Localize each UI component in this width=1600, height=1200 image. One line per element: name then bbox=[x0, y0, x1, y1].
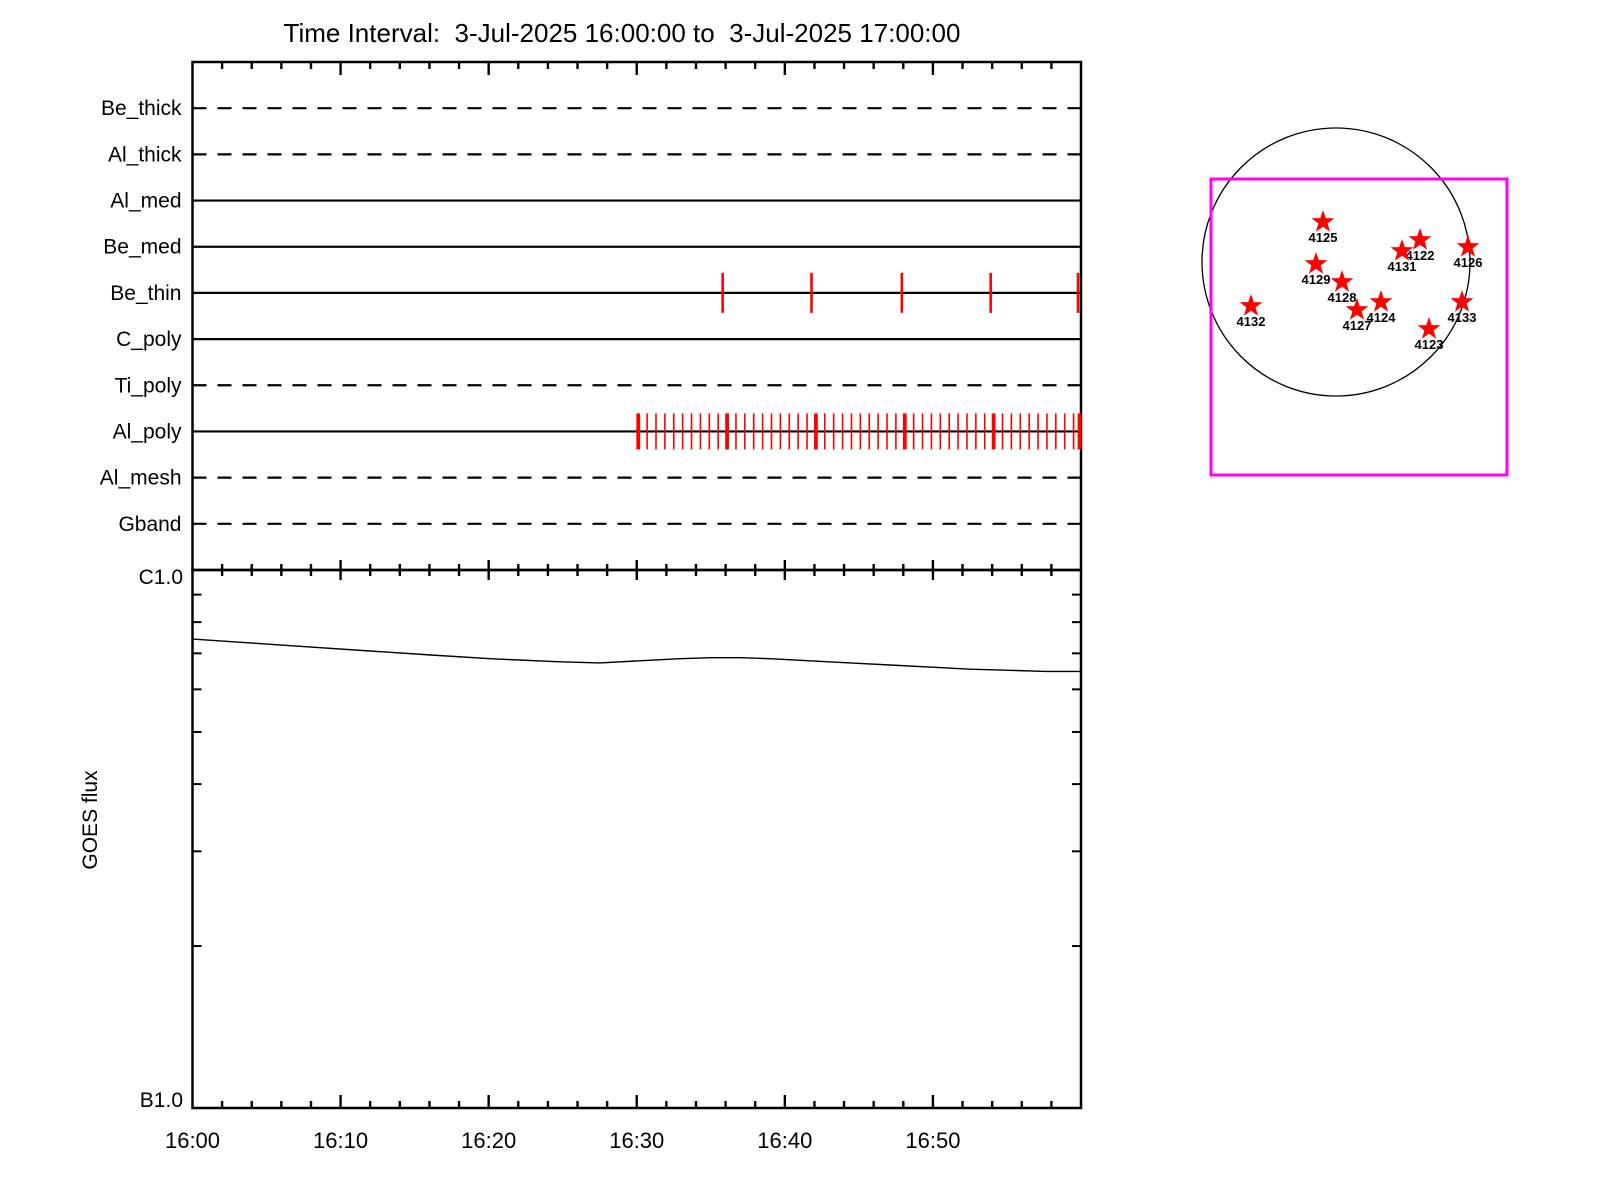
channel-label-Gband: Gband bbox=[118, 513, 181, 536]
plot-title: Time Interval: 3-Jul-2025 16:00:00 to 3-… bbox=[284, 18, 961, 48]
generated-plot-elements: Be_thick Al_thick Al_med Be_med Be_thin C_pol… bbox=[100, 60, 1509, 1153]
active-region-star-4126 bbox=[1456, 235, 1480, 257]
channel-label-Al_poly: Al_poly bbox=[113, 420, 182, 443]
solar-disk-map: 4122 4123 4124 4125 4126 4127 4128 4129 4131 4132… bbox=[1201, 127, 1509, 477]
active-region-star-4127 bbox=[1345, 298, 1369, 320]
channel-label-Be_med: Be_med bbox=[103, 236, 181, 259]
channel-row-Al_poly: Al_poly bbox=[113, 413, 1082, 450]
active-region-label-4133: 4133 bbox=[1448, 310, 1477, 325]
channel-row-Be_med: Be_med bbox=[103, 236, 1081, 259]
channel-row-Al_med: Al_med bbox=[110, 190, 1081, 213]
x-tick-label: 16:10 bbox=[313, 1128, 368, 1153]
x-tick-label: 16:30 bbox=[609, 1128, 664, 1153]
active-region-star-4128 bbox=[1330, 270, 1354, 292]
active-region-label-4127: 4127 bbox=[1343, 318, 1372, 333]
channel-label-Be_thick: Be_thick bbox=[101, 97, 182, 120]
channel-row-C_poly: C_poly bbox=[116, 328, 1081, 351]
active-region-label-4128: 4128 bbox=[1328, 290, 1357, 305]
channel-label-Be_thin: Be_thin bbox=[110, 282, 181, 305]
active-region-label-4122: 4122 bbox=[1406, 248, 1435, 263]
channel-row-Be_thick: Be_thick bbox=[101, 97, 1081, 120]
channel-row-Al_thick: Al_thick bbox=[108, 143, 1081, 166]
active-region-star-4133 bbox=[1450, 290, 1474, 312]
active-region-star-4124 bbox=[1369, 290, 1393, 312]
solar-limb-circle bbox=[1201, 127, 1471, 397]
fov-box bbox=[1209, 177, 1509, 477]
time-axis-ticks bbox=[220, 62, 1053, 1108]
channel-label-Al_thick: Al_thick bbox=[108, 143, 182, 166]
active-region-label-4126: 4126 bbox=[1454, 255, 1483, 270]
x-tick-label: 16:20 bbox=[461, 1128, 516, 1153]
channel-row-Gband: Gband bbox=[118, 513, 1081, 536]
active-region-star-4132 bbox=[1239, 294, 1263, 316]
goes-ymax-label: C1.0 bbox=[139, 566, 183, 589]
timeline-panel-border bbox=[191, 60, 1083, 572]
active-region-star-4129 bbox=[1304, 252, 1328, 274]
active-region-label-4131: 4131 bbox=[1388, 259, 1417, 274]
x-tick-label: 16:40 bbox=[757, 1128, 812, 1153]
active-region-label-4132: 4132 bbox=[1237, 314, 1266, 329]
active-region-label-4124: 4124 bbox=[1367, 310, 1397, 325]
channel-row-Al_mesh: Al_mesh bbox=[100, 467, 1081, 490]
active-region-star-4125 bbox=[1311, 210, 1335, 232]
x-tick-label: 16:00 bbox=[165, 1128, 220, 1153]
active-region-label-4129: 4129 bbox=[1302, 272, 1331, 287]
x-tick-label: 16:50 bbox=[905, 1128, 960, 1153]
goes-panel-border bbox=[191, 568, 1083, 1110]
channel-label-C_poly: C_poly bbox=[116, 328, 182, 351]
active-region-star-4123 bbox=[1417, 317, 1441, 339]
channel-label-Al_mesh: Al_mesh bbox=[100, 467, 182, 490]
active-region-label-4125: 4125 bbox=[1309, 230, 1338, 245]
goes-flux-axis-label: GOES flux bbox=[79, 770, 102, 870]
channel-label-Ti_poly: Ti_poly bbox=[115, 374, 182, 397]
goes-log-ticks bbox=[192, 593, 1081, 948]
channel-label-Al_med: Al_med bbox=[110, 190, 181, 213]
active-region-label-4123: 4123 bbox=[1415, 337, 1444, 352]
active-region-star-4131 bbox=[1390, 239, 1414, 261]
goes-ymin-label: B1.0 bbox=[140, 1089, 183, 1112]
active-region-star-4122 bbox=[1408, 228, 1432, 250]
channel-row-Be_thin: Be_thin bbox=[110, 272, 1081, 313]
channel-row-Ti_poly: Ti_poly bbox=[115, 374, 1081, 397]
goes-flux-curve bbox=[192, 638, 1081, 673]
